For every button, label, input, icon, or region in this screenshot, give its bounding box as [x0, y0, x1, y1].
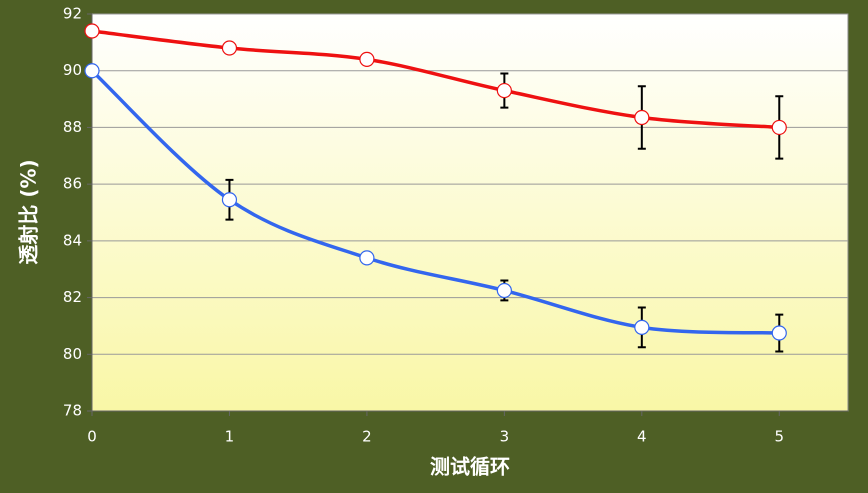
y-tick-label: 82: [63, 288, 82, 306]
series-line: [91, 29, 780, 130]
y-tick-label: 84: [63, 231, 82, 249]
y-tick-label: 80: [63, 345, 82, 363]
x-axis-title: 测试循环: [430, 455, 510, 479]
point: [84, 23, 100, 39]
series-line: [90, 69, 780, 335]
point: [771, 119, 787, 136]
point: [496, 82, 512, 99]
x-tick-label: 3: [500, 428, 510, 446]
x-tick-label: 2: [362, 428, 372, 446]
x-tick-label: 1: [225, 428, 235, 446]
point: [221, 192, 238, 208]
y-tick-label: 92: [63, 5, 82, 23]
plot-area: [91, 13, 849, 412]
point: [84, 63, 100, 79]
x-tick-label: 0: [87, 428, 97, 446]
y-tick-label: 78: [63, 402, 82, 420]
point: [359, 51, 375, 67]
x-tick-label: 5: [774, 428, 784, 446]
point: [634, 109, 650, 126]
point: [496, 282, 512, 299]
point: [771, 325, 787, 341]
point: [359, 250, 375, 266]
point: [221, 40, 238, 56]
y-tick-label: 90: [63, 61, 82, 79]
y-tick-label: 86: [63, 175, 82, 193]
y-tick-label: 88: [63, 118, 82, 136]
x-tick-label: 4: [637, 428, 647, 446]
point: [634, 319, 650, 335]
y-axis-title: 透射比 (%): [17, 159, 41, 264]
